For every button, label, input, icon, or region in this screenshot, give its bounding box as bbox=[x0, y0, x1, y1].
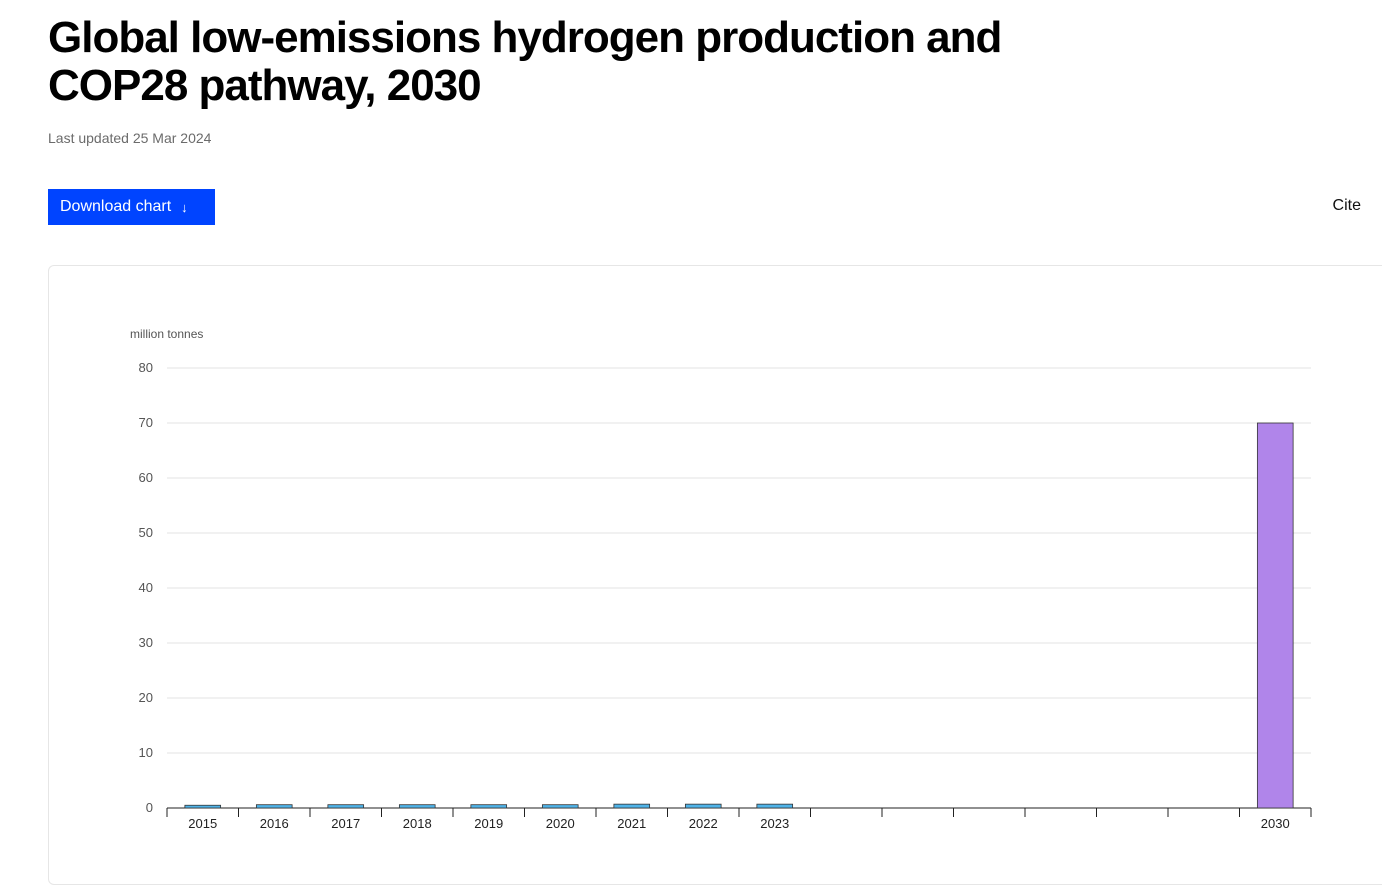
y-tick-label: 60 bbox=[139, 470, 153, 485]
y-tick-label: 10 bbox=[139, 745, 153, 760]
x-tick-label: 2020 bbox=[546, 816, 575, 831]
arrow-down-icon: ↓ bbox=[181, 199, 188, 215]
download-chart-label: Download chart bbox=[60, 198, 172, 215]
page-title: Global low-emissions hydrogen production… bbox=[48, 13, 1002, 110]
y-tick-label: 50 bbox=[139, 525, 153, 540]
y-tick-label: 40 bbox=[139, 580, 153, 595]
y-tick-label: 0 bbox=[146, 800, 153, 815]
y-tick-label: 30 bbox=[139, 635, 153, 650]
x-tick-label: 2016 bbox=[260, 816, 289, 831]
download-chart-button[interactable]: Download chart ↓ bbox=[48, 189, 215, 225]
y-tick-label: 20 bbox=[139, 690, 153, 705]
y-tick-label: 80 bbox=[139, 360, 153, 375]
bar-2021 bbox=[613, 803, 651, 809]
bar-2015 bbox=[184, 804, 222, 809]
bar-2019 bbox=[470, 804, 508, 809]
bar-2018 bbox=[398, 804, 436, 809]
bar-2030 bbox=[1256, 422, 1294, 809]
x-tick-label: 2023 bbox=[760, 816, 789, 831]
bar-2020 bbox=[541, 804, 579, 809]
bar-2023 bbox=[756, 803, 794, 809]
x-tick-label: 2021 bbox=[617, 816, 646, 831]
x-tick-label: 2015 bbox=[188, 816, 217, 831]
last-updated-text: Last updated 25 Mar 2024 bbox=[48, 130, 212, 146]
chart-card: million tonnes 0 10 20 30 40 50 60 70 80 2015 2016 2… bbox=[48, 265, 1382, 885]
bar-2016 bbox=[255, 804, 293, 809]
y-tick-label: 70 bbox=[139, 415, 153, 430]
cite-link[interactable]: Cite bbox=[1332, 197, 1361, 214]
x-tick-label: 2030 bbox=[1261, 816, 1290, 831]
bar-2017 bbox=[327, 804, 365, 809]
x-tick-label: 2018 bbox=[403, 816, 432, 831]
y-axis-label: million tonnes bbox=[130, 327, 203, 341]
x-tick-label: 2019 bbox=[474, 816, 503, 831]
x-tick-label: 2022 bbox=[689, 816, 718, 831]
bar-2022 bbox=[684, 803, 722, 809]
x-tick-label: 2017 bbox=[331, 816, 360, 831]
